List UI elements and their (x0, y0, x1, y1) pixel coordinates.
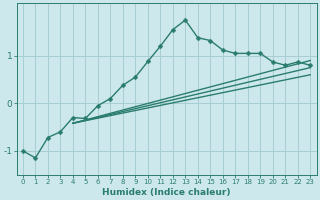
X-axis label: Humidex (Indice chaleur): Humidex (Indice chaleur) (102, 188, 231, 197)
